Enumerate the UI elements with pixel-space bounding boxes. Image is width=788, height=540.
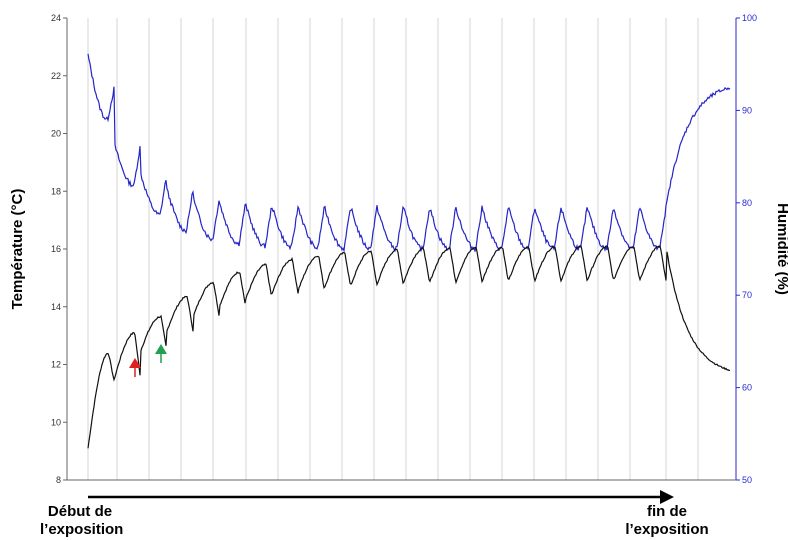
- right-tick-label: 50: [742, 475, 752, 485]
- right-tick-label: 90: [742, 105, 752, 115]
- marker-arrow-head: [155, 344, 167, 354]
- left-axis-label: Température (°C): [9, 189, 26, 310]
- left-tick-label: 14: [51, 302, 61, 312]
- marker-arrow-head: [129, 358, 141, 368]
- temperature-series-line: [87, 245, 731, 449]
- left-tick-label: 22: [51, 71, 61, 81]
- exposure-arrow: [88, 490, 674, 504]
- left-tick-label: 20: [51, 129, 61, 139]
- left-tick-label: 18: [51, 186, 61, 196]
- left-tick-label: 24: [51, 13, 61, 23]
- exposure-start-label: Début de l’exposition: [40, 503, 124, 538]
- cycle-markers: [129, 344, 167, 377]
- right-tick-label: 80: [742, 198, 752, 208]
- right-tick-label: 60: [742, 383, 752, 393]
- right-tick-label: 100: [742, 13, 757, 23]
- exposure-end-label: fin de l’exposition: [625, 503, 709, 538]
- right-tick-label: 70: [742, 290, 752, 300]
- right-axis-label: Humidité (%): [774, 203, 788, 295]
- left-axis-ticks: 8 10 12 14 16 18 20 22 24: [51, 13, 67, 485]
- left-tick-label: 8: [56, 475, 61, 485]
- humidity-series-line: [87, 53, 731, 253]
- left-tick-label: 10: [51, 417, 61, 427]
- right-axis-ticks: 50 60 70 80 90 100: [736, 13, 757, 485]
- left-tick-label: 12: [51, 360, 61, 370]
- left-tick-label: 16: [51, 244, 61, 254]
- vertical-gridlines: [87, 18, 699, 480]
